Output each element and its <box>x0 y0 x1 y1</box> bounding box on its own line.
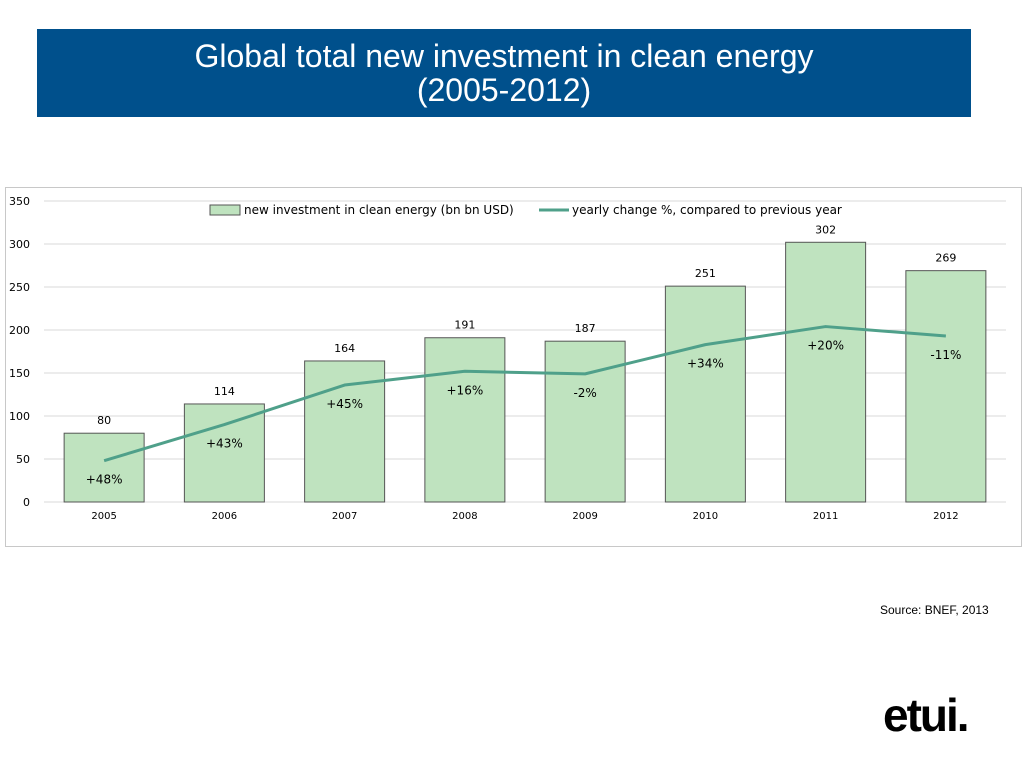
line-value-label: +34% <box>687 357 724 371</box>
x-tick-label: 2006 <box>212 511 237 522</box>
bar-value-label: 251 <box>695 267 716 280</box>
x-tick-label: 2005 <box>91 511 116 522</box>
y-tick-label: 350 <box>9 195 30 208</box>
line-value-label: +48% <box>86 473 123 487</box>
bar-value-label: 80 <box>97 414 111 427</box>
line-value-label: +16% <box>447 383 484 397</box>
y-tick-label: 300 <box>9 238 30 251</box>
bar-value-label: 191 <box>454 319 475 332</box>
bar <box>183 403 265 503</box>
chart-frame: 0 50 100 150 200 250 300 350 80 114 164 191 187 251 30… <box>5 187 1022 547</box>
bar <box>63 432 145 503</box>
bar <box>544 340 626 503</box>
y-tick-label: 100 <box>9 410 30 423</box>
bar-value-label: 187 <box>575 322 596 335</box>
x-tick-label: 2007 <box>332 511 357 522</box>
legend-bar-label: new investment in clean energy (bn bn US… <box>244 203 514 217</box>
bar <box>905 270 987 503</box>
slide-title: Global total new investment in clean ene… <box>194 38 814 74</box>
line-value-label: +45% <box>326 397 363 411</box>
chart: 0 50 100 150 200 250 300 350 80 114 164 191 187 251 30… <box>9 195 1006 522</box>
y-tick-label: 150 <box>9 367 30 380</box>
slide-subtitle: (2005-2012) <box>416 72 592 108</box>
x-tick-label: 2011 <box>813 511 838 522</box>
y-tick-label: 250 <box>9 281 30 294</box>
line-value-label: -2% <box>573 386 596 400</box>
source-note: Source: BNEF, 2013 <box>880 603 989 617</box>
title-banner: Global total new investment in clean ene… <box>37 29 971 117</box>
x-tick-label: 2009 <box>572 511 597 522</box>
legend-bar-swatch <box>209 204 241 216</box>
bar-value-label: 114 <box>214 385 235 398</box>
y-tick-label: 0 <box>23 496 30 509</box>
bar <box>785 241 867 503</box>
x-tick-label: 2012 <box>933 511 958 522</box>
x-tick-label: 2010 <box>693 511 718 522</box>
line-value-label: +43% <box>206 437 243 451</box>
bar <box>424 337 506 503</box>
bar <box>664 285 746 503</box>
bar-value-label: 164 <box>334 342 355 355</box>
y-tick-label: 200 <box>9 324 30 337</box>
etui-logo: etui. <box>883 689 970 741</box>
bar-value-label: 269 <box>935 252 956 265</box>
x-tick-label: 2008 <box>452 511 477 522</box>
y-tick-label: 50 <box>16 453 30 466</box>
legend-line-label: yearly change %, compared to previous ye… <box>572 203 842 217</box>
line-value-label: +20% <box>807 339 844 353</box>
yearly-change-line <box>103 325 946 463</box>
bar-value-label: 302 <box>815 223 836 236</box>
line-value-label: -11% <box>930 348 961 362</box>
